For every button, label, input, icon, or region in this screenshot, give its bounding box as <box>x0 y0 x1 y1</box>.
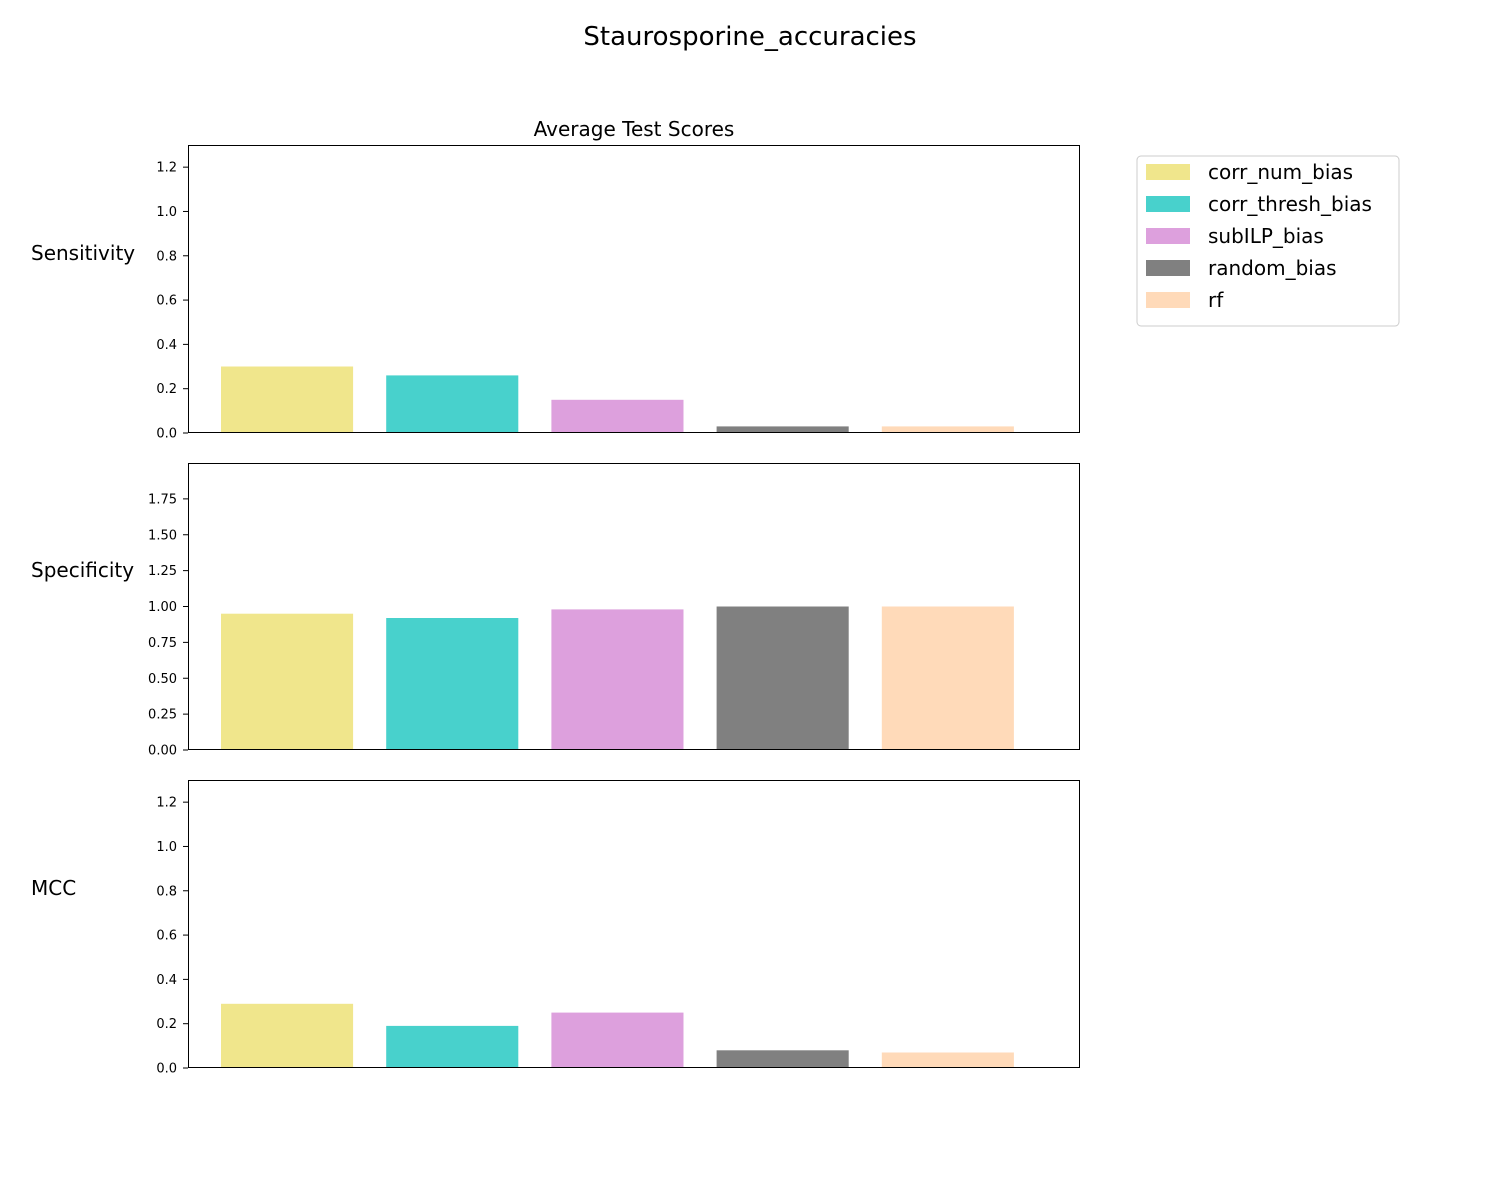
panel-2: Specificity 0.00 0.25 0.50 0.75 1.00 1.25 1.50 1… <box>31 463 1080 759</box>
y-tick-label: 0.8 <box>156 884 177 899</box>
bar-rf <box>881 606 1014 750</box>
panels-layer: Sensitivity 0.0 0.2 0.4 0.6 0.8 1.0 1.2 Specific… <box>31 145 1080 1077</box>
y-tick-label: 0.50 <box>148 672 177 687</box>
bar-rf <box>881 1052 1014 1068</box>
row-label-mcc: MCC <box>31 876 76 900</box>
bar-subILP-bias <box>551 609 684 750</box>
y-tick-label: 0.75 <box>148 636 177 651</box>
bar-subILP-bias <box>551 399 684 433</box>
y-tick-label: 1.75 <box>148 492 177 507</box>
bar-random-bias <box>716 426 849 433</box>
bar-random-bias <box>716 1050 849 1068</box>
bar-corr-thresh-bias <box>386 1025 519 1068</box>
chart-subtitle: Average Test Scores <box>534 117 735 141</box>
bar-corr-thresh-bias <box>386 375 519 433</box>
legend-label-subILP-bias: subILP_bias <box>1208 224 1324 248</box>
y-tick-label: 1.2 <box>156 161 177 176</box>
legend-swatch-subILP-bias <box>1146 228 1190 244</box>
panel-3: MCC 0.0 0.2 0.4 0.6 0.8 1.0 1.2 <box>31 780 1080 1077</box>
legend-swatch-corr-thresh-bias <box>1146 196 1190 212</box>
legend-swatch-random-bias <box>1146 260 1190 276</box>
y-tick-label: 1.2 <box>156 796 177 811</box>
legend-label-random-bias: random_bias <box>1208 256 1337 280</box>
y-tick-label: 0.0 <box>156 427 177 442</box>
axes-frame <box>188 780 1080 1068</box>
legend-swatch-corr-num-bias <box>1146 164 1190 180</box>
row-label-specificity: Specificity <box>31 558 134 582</box>
bar-corr-num-bias <box>221 366 354 433</box>
y-tick-label: 0.2 <box>156 1017 177 1032</box>
legend-label-corr-num-bias: corr_num_bias <box>1208 160 1353 184</box>
y-tick-label: 0.25 <box>148 708 177 723</box>
y-tick-label: 1.0 <box>156 840 177 855</box>
chart-title: Staurosporine_accuracies <box>583 22 916 52</box>
bar-corr-num-bias <box>221 1003 354 1068</box>
panel-1: Sensitivity 0.0 0.2 0.4 0.6 0.8 1.0 1.2 <box>31 145 1080 442</box>
y-tick-label: 1.0 <box>156 205 177 220</box>
y-tick-label: 1.25 <box>148 564 177 579</box>
legend: corr_num_bias corr_thresh_bias subILP_bias… <box>1136 155 1400 327</box>
legend-label-corr-thresh-bias: corr_thresh_bias <box>1208 192 1372 216</box>
axes-frame <box>188 463 1080 750</box>
y-tick-label: 0.4 <box>156 973 177 988</box>
y-tick-label: 0.00 <box>148 744 177 759</box>
y-tick-label: 0.6 <box>156 929 177 944</box>
y-tick-label: 0.8 <box>156 249 177 264</box>
y-tick-label: 1.50 <box>148 528 177 543</box>
bar-corr-num-bias <box>221 613 354 750</box>
y-tick-label: 1.00 <box>148 600 177 615</box>
legend-label-rf: rf <box>1208 288 1224 312</box>
bar-subILP-bias <box>551 1012 684 1068</box>
y-tick-label: 0.4 <box>156 338 177 353</box>
bar-random-bias <box>716 606 849 750</box>
legend-frame <box>1136 155 1400 327</box>
y-tick-label: 0.6 <box>156 294 177 309</box>
bar-rf <box>881 426 1014 433</box>
axes-frame <box>188 145 1080 433</box>
legend-swatch-rf <box>1146 292 1190 308</box>
y-tick-label: 0.0 <box>156 1062 177 1077</box>
bar-corr-thresh-bias <box>386 618 519 750</box>
row-label-sensitivity: Sensitivity <box>31 241 135 265</box>
y-tick-label: 0.2 <box>156 382 177 397</box>
